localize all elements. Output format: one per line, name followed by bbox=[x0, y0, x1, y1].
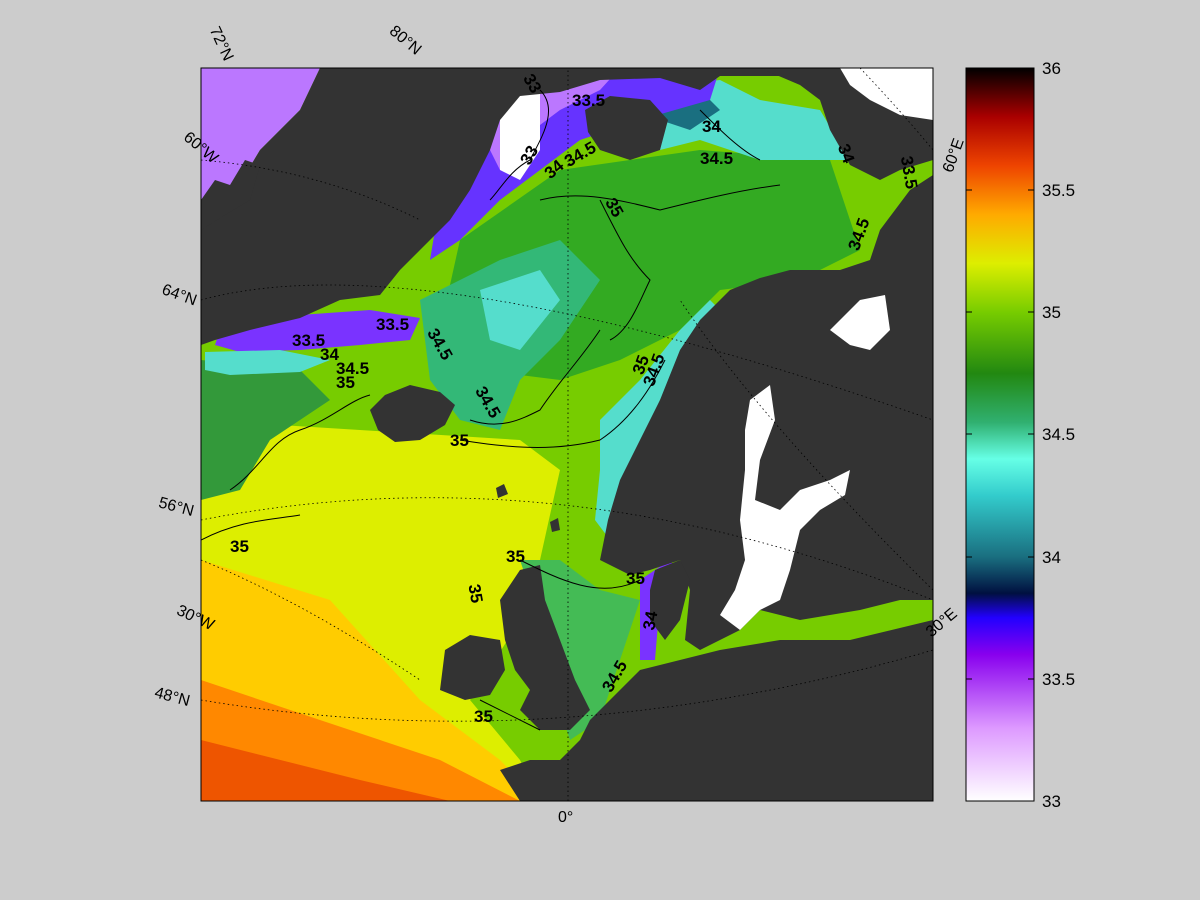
denmark-strait-purple bbox=[215, 310, 420, 352]
iceland-land bbox=[370, 385, 455, 442]
contour-label: 35 bbox=[450, 431, 469, 450]
great-britain-land bbox=[500, 565, 590, 730]
colorbar-tick-label: 36 bbox=[1042, 59, 1061, 78]
greenland-land bbox=[201, 68, 840, 345]
colorbar-tick-label: 35.5 bbox=[1042, 181, 1075, 200]
graticule-lat-56 bbox=[201, 497, 933, 601]
denmark-land bbox=[650, 560, 690, 640]
colorbar-tick-label: 33.5 bbox=[1042, 670, 1075, 689]
colorbar-tick-label: 34 bbox=[1042, 548, 1061, 567]
north-sea-green bbox=[520, 560, 640, 740]
lat-label-80n: 80°N bbox=[386, 23, 424, 59]
lon-label-60e: 60°E bbox=[940, 136, 968, 175]
baffin-land bbox=[201, 160, 260, 230]
contour-line bbox=[201, 514, 301, 541]
contour-label: 35 bbox=[474, 707, 493, 726]
map-frame bbox=[200, 67, 934, 802]
contour-label: 33.5 bbox=[572, 91, 605, 110]
contour-lines bbox=[201, 89, 781, 731]
labrador-green bbox=[201, 360, 330, 500]
europe-land bbox=[560, 620, 933, 801]
lon-label-0: 0° bbox=[558, 809, 573, 826]
contour-label: 35 bbox=[506, 547, 525, 566]
colorbar-tick-label: 33 bbox=[1042, 792, 1061, 811]
contour-label: 33.5 bbox=[376, 315, 409, 334]
colorbar: 36 35.5 35 34.5 34 33.5 33 bbox=[965, 59, 1075, 811]
contour-label: 34 bbox=[702, 117, 721, 136]
contour-line bbox=[599, 199, 651, 341]
brittany-land bbox=[500, 760, 560, 801]
graticule-lat-48 bbox=[201, 649, 933, 722]
lat-label-56n: 56°N bbox=[157, 494, 196, 520]
colorbar-tick-label: 35 bbox=[1042, 303, 1061, 322]
arctic-ice-ne bbox=[840, 68, 933, 120]
contour-line bbox=[469, 329, 601, 425]
faroe-land bbox=[496, 484, 508, 498]
graticule bbox=[201, 68, 933, 801]
teal-patch bbox=[480, 270, 560, 350]
graticule-lon-30w bbox=[201, 559, 421, 681]
contour-label: 35 bbox=[626, 569, 645, 588]
contour-label: 35 bbox=[336, 373, 355, 392]
contour-line bbox=[519, 559, 641, 589]
contour-line bbox=[479, 699, 541, 731]
labrador-teal-band bbox=[205, 350, 330, 375]
contour-line bbox=[489, 89, 550, 201]
colorbar-ticks bbox=[966, 67, 1034, 802]
white-sea-ice bbox=[830, 295, 890, 350]
contour-label: 34 bbox=[639, 609, 661, 631]
ireland-land bbox=[440, 635, 505, 700]
contour-label: 34.5 bbox=[336, 359, 369, 378]
lat-label-72n: 72°N bbox=[206, 24, 237, 64]
contour-label: 34 bbox=[320, 345, 339, 364]
contour-label: 35 bbox=[230, 537, 249, 556]
contour-line bbox=[229, 394, 371, 491]
arctic-ice-patch bbox=[500, 90, 540, 180]
map-panel: 33 33.5 33 34 34.5 34 34.5 35 34 33.5 34… bbox=[201, 68, 933, 801]
colorbar-tick-label: 34.5 bbox=[1042, 425, 1075, 444]
colorbar-rect bbox=[965, 67, 1035, 802]
lat-label-64n: 64°N bbox=[160, 281, 199, 309]
baltic-ice bbox=[720, 385, 850, 630]
svalbard-land bbox=[585, 96, 668, 160]
contour-line bbox=[699, 109, 761, 161]
atlantic-red-orange bbox=[201, 740, 450, 801]
lat-label-48n: 48°N bbox=[153, 684, 192, 710]
shetland-land bbox=[550, 518, 560, 532]
contour-line bbox=[459, 359, 666, 448]
contour-line bbox=[539, 184, 781, 211]
contour-label: 35 bbox=[464, 583, 486, 605]
graticule-lon-30e bbox=[679, 299, 933, 591]
contour-label: 33.5 bbox=[292, 331, 325, 350]
contour-label: 34.5 bbox=[700, 149, 733, 168]
